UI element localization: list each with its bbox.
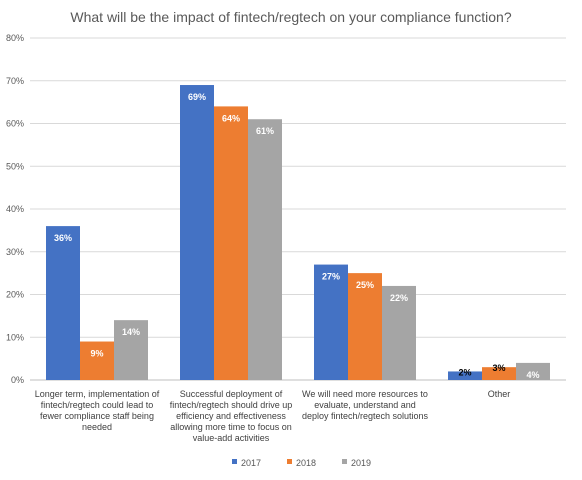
y-tick-label: 80% (6, 33, 24, 43)
bar-2018 (482, 367, 516, 380)
chart-title: What will be the impact of fintech/regte… (70, 9, 511, 25)
bar-2017 (448, 371, 482, 380)
bar-2017 (314, 264, 348, 380)
bar-2018 (80, 341, 114, 380)
y-tick-label: 30% (6, 247, 24, 257)
bar-2018 (348, 273, 382, 380)
legend-swatch (287, 459, 292, 464)
category-label: We will need more resources to evaluate, … (302, 389, 429, 421)
gridlines (30, 37, 566, 381)
data-label: 61% (256, 126, 274, 136)
data-label: 14% (122, 327, 140, 337)
y-axis-ticks: 0% 10% 20% 30% 40% 50% 60% 70% 80% (6, 33, 24, 385)
bar-2019 (382, 285, 416, 380)
bar-2018 (214, 106, 248, 381)
y-tick-label: 70% (6, 76, 24, 86)
category-label: Successful deployment of fintech/regtech … (170, 389, 293, 443)
y-tick-label: 60% (6, 119, 24, 129)
bars (46, 85, 550, 381)
bar-2017 (180, 85, 214, 381)
data-labels: 36% 9% 14% 69% 64% 61% 27% 25% 22% 2% 3% 4% (54, 92, 540, 380)
legend: 2017 2018 2019 (232, 458, 371, 468)
category-labels: Longer term, implementation of fintech/re… (35, 389, 511, 443)
bar-2019 (114, 320, 148, 380)
legend-swatch (342, 459, 347, 464)
y-tick-label: 50% (6, 161, 24, 171)
data-label: 36% (54, 233, 72, 243)
y-tick-label: 10% (6, 332, 24, 342)
data-label: 2% (458, 367, 471, 377)
y-tick-label: 20% (6, 290, 24, 300)
bar-2017 (46, 226, 80, 380)
category-label: Other (488, 389, 511, 399)
data-label: 25% (356, 280, 374, 290)
legend-swatch (232, 459, 237, 464)
legend-label: 2017 (241, 458, 261, 468)
y-tick-label: 0% (11, 375, 24, 385)
legend-label: 2018 (296, 458, 316, 468)
data-label: 27% (322, 272, 340, 282)
data-label: 3% (492, 363, 505, 373)
data-label: 64% (222, 113, 240, 123)
data-label: 4% (526, 370, 539, 380)
category-label: Longer term, implementation of fintech/re… (35, 389, 160, 432)
bar-2019 (516, 362, 550, 380)
legend-label: 2019 (351, 458, 371, 468)
data-label: 9% (90, 349, 103, 359)
y-tick-label: 40% (6, 204, 24, 214)
data-label: 22% (390, 293, 408, 303)
bar-2019 (248, 119, 282, 380)
data-label: 69% (188, 92, 206, 102)
